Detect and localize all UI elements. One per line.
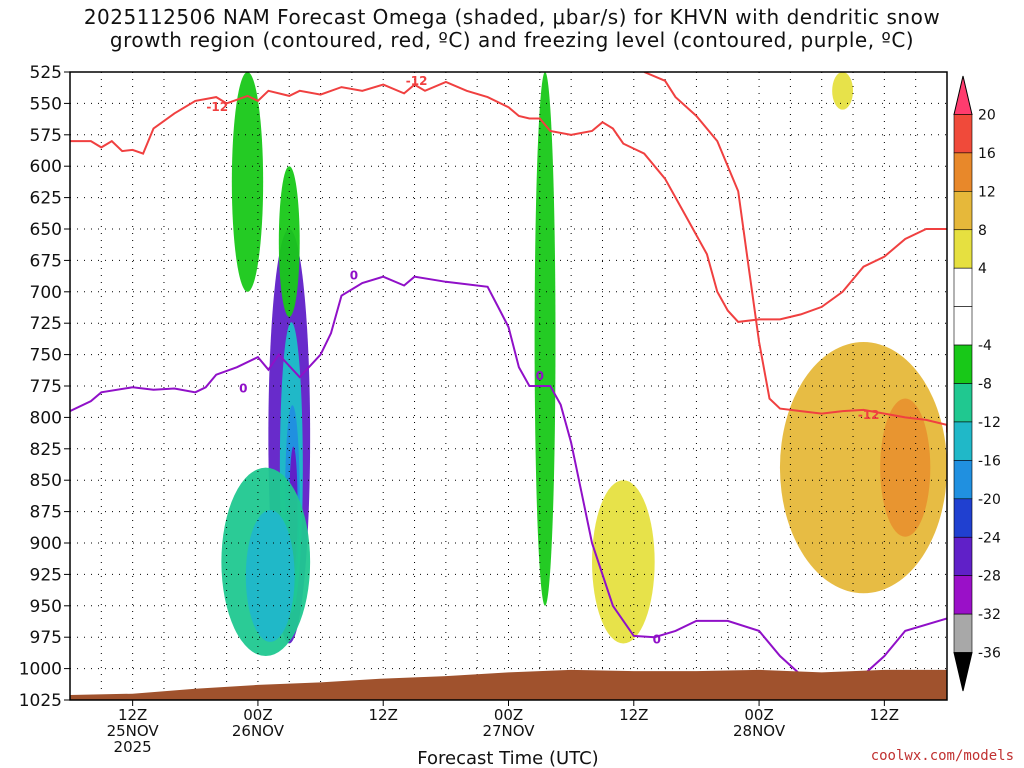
y-tick-label: 600 xyxy=(30,157,62,177)
colorbar-top-arrow xyxy=(953,75,973,115)
title-line-2: growth region (contoured, red, ºC) and f… xyxy=(109,28,915,52)
colorbar-segment xyxy=(953,114,973,154)
x-tick-label: 00Z xyxy=(243,706,272,724)
omega-shading xyxy=(221,72,947,657)
x-tick-label: 26NOV xyxy=(232,722,285,740)
y-tick-label: 1000 xyxy=(19,660,62,680)
contours: -12 -12 -12 0 0 0 0 xyxy=(70,72,947,676)
y-tick-label: 875 xyxy=(30,503,62,523)
colorbar-label: -32 xyxy=(978,607,1001,623)
y-tick-label: 975 xyxy=(30,628,62,648)
y-tick-label: 625 xyxy=(30,189,62,209)
chart-title: 2025112506 NAM Forecast Omega (shaded, μ… xyxy=(0,6,1024,52)
contour-label: -12 xyxy=(206,100,228,114)
colorbar-segment xyxy=(953,152,973,192)
plot-area: -12 -12 -12 0 0 0 0 xyxy=(70,72,947,700)
colorbar-segment xyxy=(953,575,973,615)
y-tick-label: 775 xyxy=(30,377,62,397)
colorbar-segment xyxy=(953,344,973,384)
y-tick-label: 850 xyxy=(30,471,62,491)
x-tick-label: 12Z xyxy=(870,706,899,724)
colorbar-label: -4 xyxy=(978,338,992,354)
snow-growth-upper-contour xyxy=(70,80,947,323)
x-tick-label: 12Z xyxy=(118,706,147,724)
x-tick-label: 27NOV xyxy=(482,722,535,740)
colorbar-segment xyxy=(953,306,973,346)
y-tick-label: 550 xyxy=(30,94,62,114)
omega-region xyxy=(592,480,655,644)
x-axis-label: Forecast Time (UTC) xyxy=(417,748,598,768)
colorbar-segment xyxy=(953,191,973,231)
y-tick-label: 900 xyxy=(30,534,62,554)
contour-label: 0 xyxy=(350,268,358,282)
credit-text: coolwx.com/models xyxy=(871,748,1014,764)
colorbar-label: 16 xyxy=(978,146,996,162)
x-tick-label: 2025 xyxy=(114,738,152,756)
x-tick-label: 12Z xyxy=(619,706,648,724)
colorbar: 20 16 12 8 4 -4 -8 -12 -16 -20 -24 -28 -32 -36 xyxy=(953,75,1001,692)
contour-label: -12 xyxy=(406,74,428,88)
omega-region xyxy=(534,72,556,606)
x-tick-label: 28NOV xyxy=(733,722,786,740)
colorbar-label: 4 xyxy=(978,261,987,277)
freezing-level-contour xyxy=(70,275,947,676)
y-axis: 525 550 575 600 625 650 675 700 725 750 775 800 825 8… xyxy=(19,63,70,711)
colorbar-segment xyxy=(953,267,973,307)
colorbar-segment xyxy=(953,536,973,576)
contour-label: 0 xyxy=(536,369,544,383)
y-tick-label: 650 xyxy=(30,220,62,240)
omega-region xyxy=(832,72,854,110)
colorbar-segment xyxy=(953,498,973,538)
omega-core xyxy=(880,398,931,537)
y-tick-label: 525 xyxy=(30,63,62,83)
y-tick-label: 800 xyxy=(30,408,62,428)
y-tick-label: 1025 xyxy=(19,691,62,711)
y-tick-label: 750 xyxy=(30,346,62,366)
y-tick-label: 925 xyxy=(30,565,62,585)
y-tick-label: 825 xyxy=(30,440,62,460)
y-tick-label: 575 xyxy=(30,126,62,146)
snow-growth-lower-contour xyxy=(643,72,947,433)
terrain-fill xyxy=(70,669,947,700)
colorbar-label: -16 xyxy=(978,453,1001,469)
colorbar-label: -36 xyxy=(978,646,1001,662)
colorbar-label: -20 xyxy=(978,492,1001,508)
terrain xyxy=(70,669,947,700)
colorbar-segment xyxy=(953,229,973,269)
colorbar-label: -24 xyxy=(978,530,1001,546)
colorbar-label: -28 xyxy=(978,569,1001,585)
x-tick-label: 00Z xyxy=(494,706,523,724)
x-tick-label: 00Z xyxy=(744,706,773,724)
contour-label: -12 xyxy=(858,408,880,422)
omega-region xyxy=(231,72,264,292)
x-tick-label: 12Z xyxy=(369,706,398,724)
x-tick-label: 25NOV xyxy=(107,722,160,740)
y-tick-label: 675 xyxy=(30,251,62,271)
contour-label: 0 xyxy=(653,633,661,647)
colorbar-segment xyxy=(953,460,973,500)
colorbar-segment xyxy=(953,613,973,653)
y-tick-label: 950 xyxy=(30,597,62,617)
colorbar-segment xyxy=(953,383,973,423)
title-line-1: 2025112506 NAM Forecast Omega (shaded, μ… xyxy=(83,5,941,29)
colorbar-label: -12 xyxy=(978,415,1001,431)
colorbar-bottom-arrow xyxy=(953,652,973,692)
y-tick-label: 725 xyxy=(30,314,62,334)
contour-label: 0 xyxy=(239,382,247,396)
colorbar-label: 20 xyxy=(978,107,996,123)
y-tick-label: 700 xyxy=(30,283,62,303)
colorbar-label: 8 xyxy=(978,223,987,239)
colorbar-label: 12 xyxy=(978,184,996,200)
omega-region xyxy=(278,166,300,317)
omega-core xyxy=(245,510,295,642)
colorbar-label: -8 xyxy=(978,377,992,393)
colorbar-segment xyxy=(953,421,973,461)
